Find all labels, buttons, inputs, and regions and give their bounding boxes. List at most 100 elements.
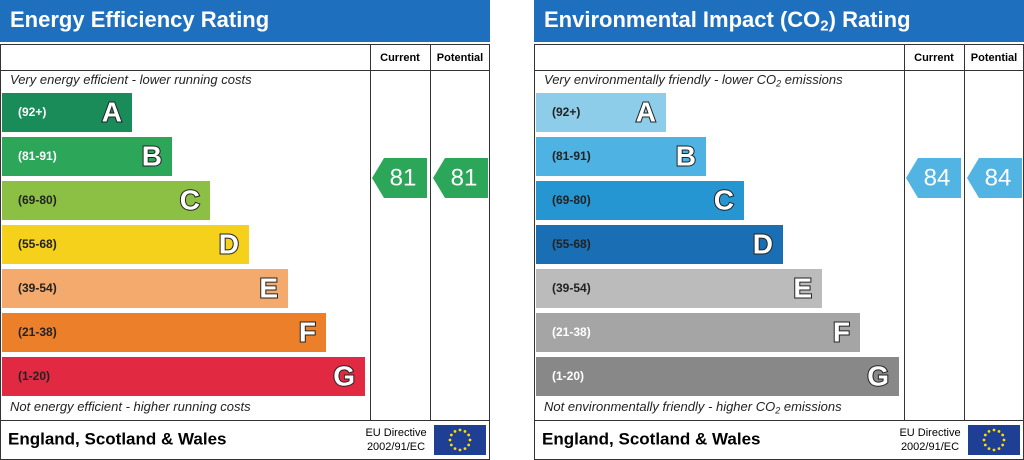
band (536, 313, 860, 352)
band (2, 181, 210, 220)
rating-arrow (906, 158, 961, 198)
eu-star (449, 433, 453, 437)
band (2, 269, 288, 308)
bottom-note: Not energy efficient - higher running co… (10, 399, 251, 414)
band-range: (81-91) (18, 149, 57, 163)
panel: Energy Efficiency Rating Current Potential… (0, 0, 490, 460)
band-range: (21-38) (18, 325, 57, 339)
eu-star (458, 448, 462, 452)
eu-star (987, 447, 991, 451)
bottom-note-part: Not environmentally friendly - higher CO (544, 399, 775, 414)
panel-title-part: Energy Efficiency Rating (10, 7, 269, 32)
band-letter: C (714, 184, 734, 215)
eu-star (1001, 443, 1005, 447)
top-note: Very energy efficient - lower running co… (10, 72, 252, 87)
eu-star (997, 447, 1001, 451)
eu-star (453, 429, 457, 433)
eu-star (997, 429, 1001, 433)
band (536, 181, 744, 220)
band-range: (81-91) (552, 149, 591, 163)
band-range: (1-20) (18, 369, 50, 383)
band-range: (39-54) (18, 281, 57, 295)
eu-star (467, 443, 471, 447)
eu-star (448, 438, 452, 442)
band (2, 93, 132, 132)
eu-star (458, 428, 462, 432)
band (536, 93, 666, 132)
rating-arrow (967, 158, 1022, 198)
eu-star (987, 429, 991, 433)
band (536, 137, 706, 176)
band (536, 357, 899, 396)
band-letter: G (333, 360, 355, 391)
band-letter: G (867, 360, 889, 391)
directive: 2002/91/EC (367, 441, 425, 453)
eu-star (449, 443, 453, 447)
eu-star (983, 433, 987, 437)
panel: Environmental Impact (CO2) RatingCurrent… (534, 0, 1024, 460)
band-letter: F (833, 316, 850, 347)
band-range: (92+) (552, 105, 580, 119)
column-header: Current (914, 52, 954, 64)
eu-star (992, 448, 996, 452)
directive: 2002/91/EC (901, 441, 959, 453)
band-letter: C (180, 184, 200, 215)
eu-star (467, 433, 471, 437)
bottom-note-part: Not energy efficient - higher running co… (10, 399, 251, 414)
directive: EU Directive (899, 427, 960, 439)
bottom-note-part: 2 (774, 406, 780, 416)
column-header: Potential (971, 52, 1017, 64)
band (536, 269, 822, 308)
eu-star (453, 447, 457, 451)
eu-star (463, 429, 467, 433)
band-range: (92+) (18, 105, 46, 119)
panel-title-part: Environmental Impact (CO (544, 7, 820, 32)
bottom-note-part: emissions (780, 399, 842, 414)
rating-arrow (433, 158, 488, 198)
top-note-part: emissions (781, 72, 843, 87)
band-range: (21-38) (552, 325, 591, 339)
column-header: Current (380, 52, 420, 64)
band-range: (39-54) (552, 281, 591, 295)
top-note-part: Very energy efficient - lower running co… (10, 72, 252, 87)
band-range: (55-68) (552, 237, 591, 251)
band-letter: B (676, 140, 696, 171)
panel-title-part: ) Rating (829, 7, 911, 32)
eu-star (468, 438, 472, 442)
band-letter: D (753, 228, 773, 259)
rating-value: 84 (985, 164, 1012, 191)
top-note: Very environmentally friendly - lower CO… (544, 72, 843, 88)
eu-star (982, 438, 986, 442)
footer-region: England, Scotland & Wales (8, 429, 227, 448)
panel-title: Energy Efficiency Rating (10, 7, 269, 32)
band-letter: E (259, 272, 278, 303)
panel-title-part: 2 (820, 17, 828, 34)
band-range: (69-80) (552, 193, 591, 207)
band-range: (69-80) (18, 193, 57, 207)
bottom-note: Not environmentally friendly - higher CO… (544, 399, 842, 415)
directive: EU Directive (365, 427, 426, 439)
rating-value: 81 (390, 164, 417, 191)
band-letter: F (299, 316, 316, 347)
title-bar (0, 0, 490, 42)
eu-star (1002, 438, 1006, 442)
band-letter: B (142, 140, 162, 171)
top-note-part: 2 (775, 79, 781, 89)
band (536, 225, 783, 264)
band-letter: E (793, 272, 812, 303)
rating-arrow (372, 158, 427, 198)
band (2, 357, 365, 396)
band (2, 137, 172, 176)
eu-star (1001, 433, 1005, 437)
panel-title: Environmental Impact (CO2) Rating (544, 7, 911, 35)
top-note-part: Very environmentally friendly - lower CO (544, 72, 776, 87)
title-bar (534, 0, 1024, 42)
band (2, 225, 249, 264)
eu-star (983, 443, 987, 447)
band-range: (1-20) (552, 369, 584, 383)
column-header: Potential (437, 52, 483, 64)
eu-star (463, 447, 467, 451)
band-letter: A (102, 96, 122, 127)
footer-region: England, Scotland & Wales (542, 429, 761, 448)
